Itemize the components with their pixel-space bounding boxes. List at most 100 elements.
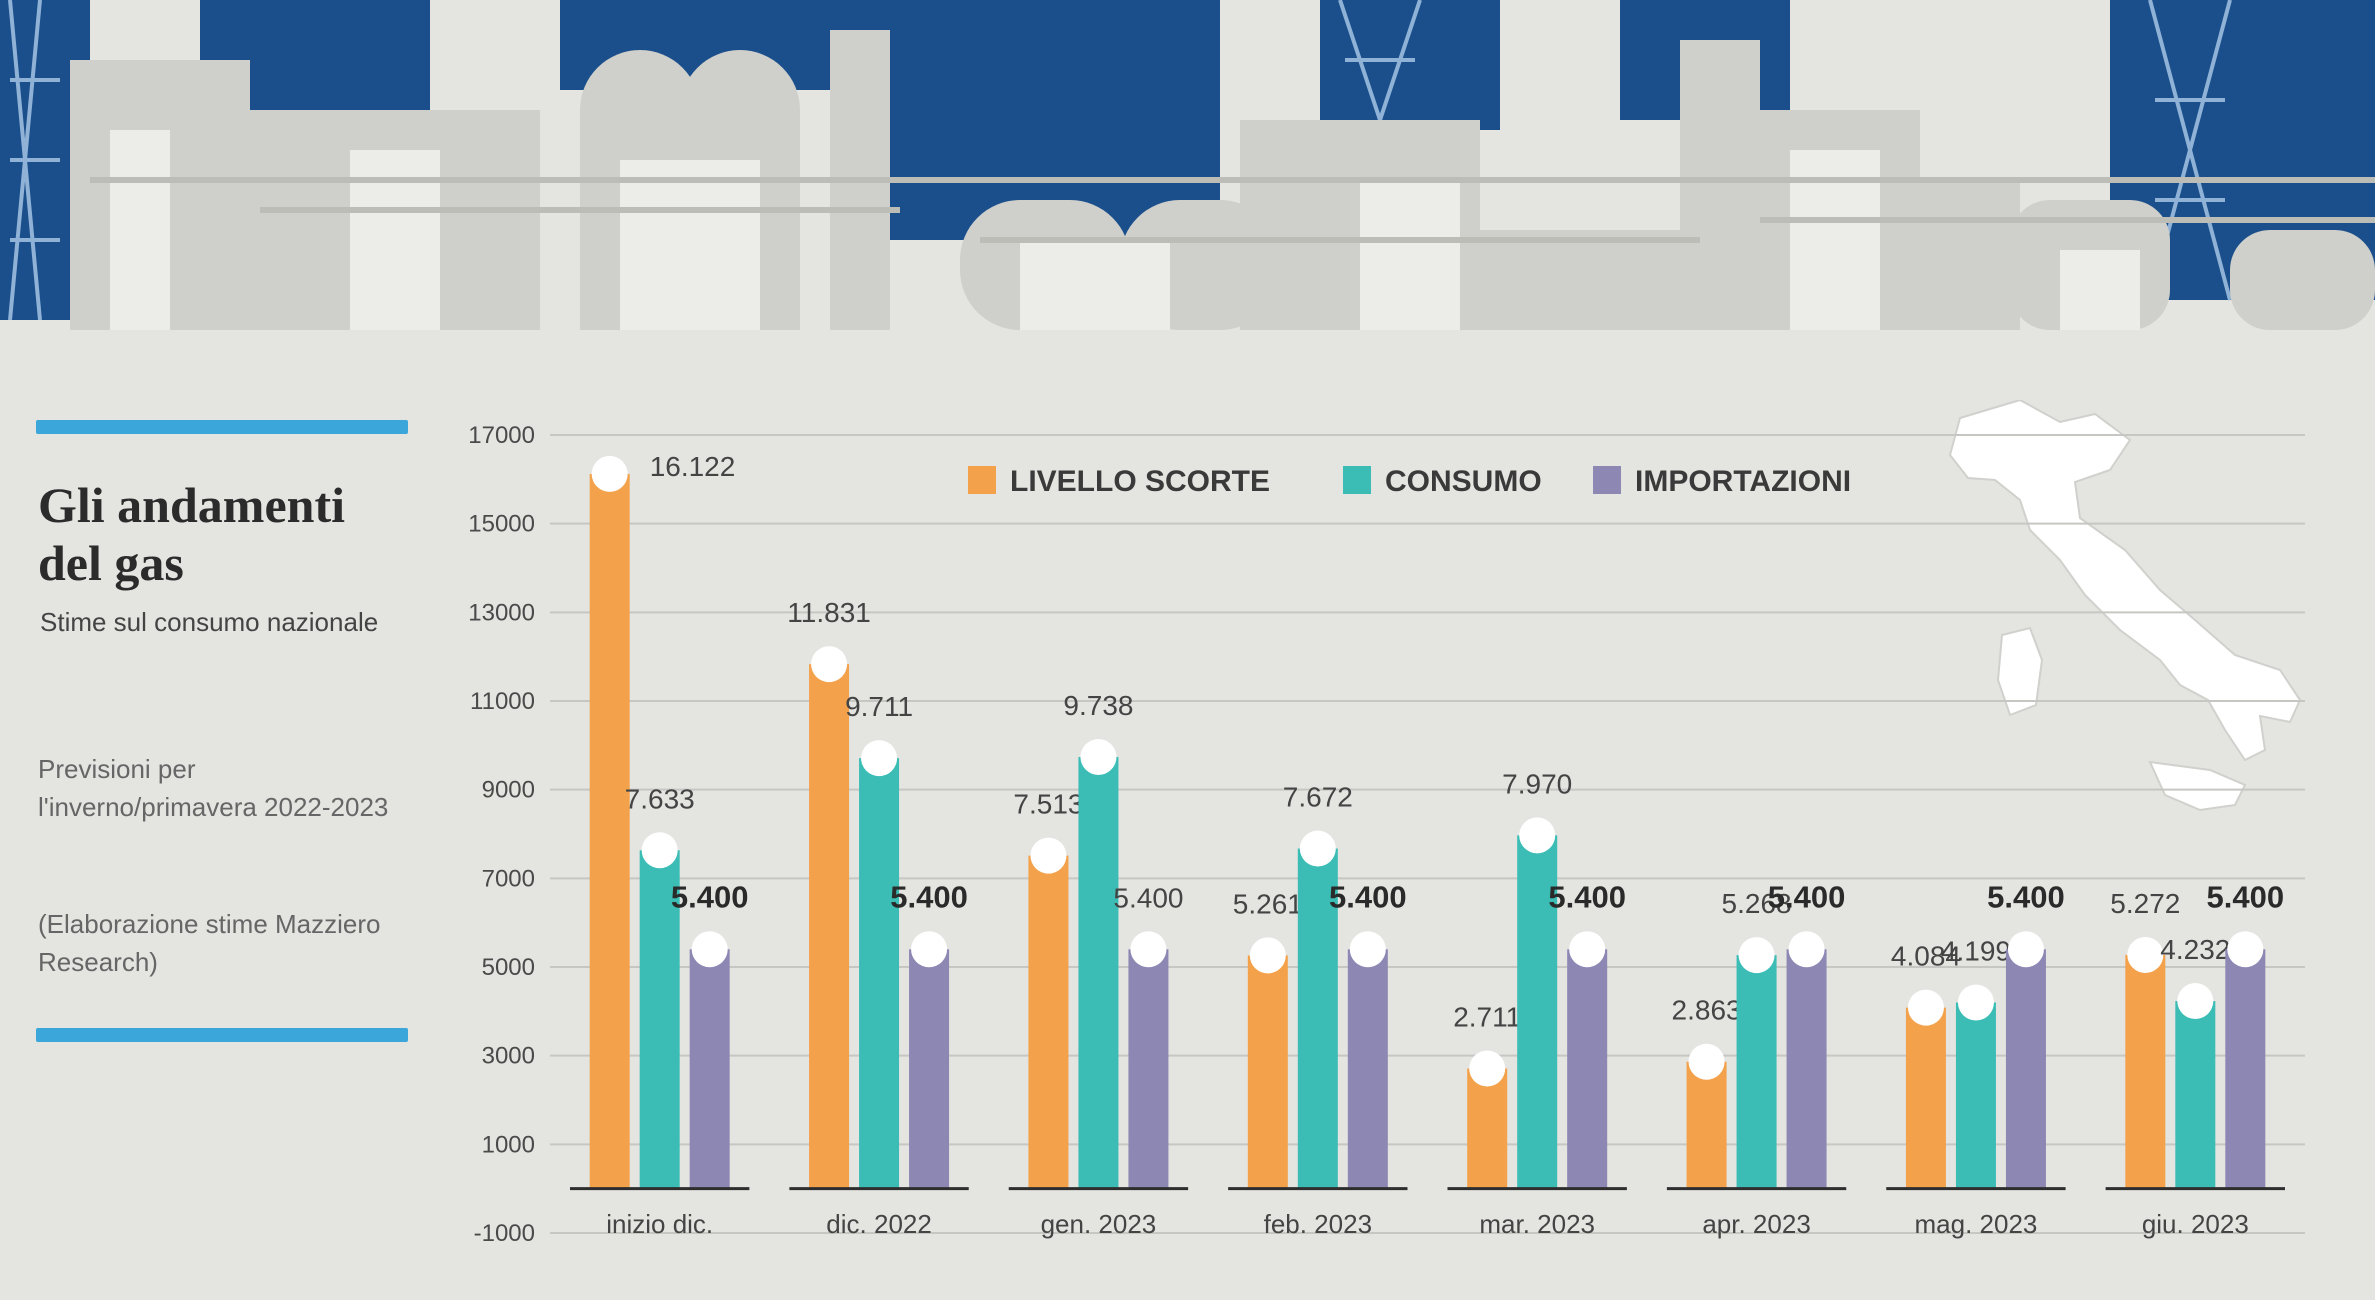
legend-item: CONSUMO bbox=[1343, 465, 1542, 498]
bar-cap-marker bbox=[1788, 931, 1825, 968]
value-label: 7.970 bbox=[1502, 768, 1572, 799]
bars: 16.122 7.633 5.400 11.831 9.711 5.400 7.513 9.7… bbox=[589, 451, 2284, 1189]
value-label: 2.863 bbox=[1672, 995, 1742, 1026]
forecast-note: Previsioni per l'inverno/primavera 2022-… bbox=[38, 754, 389, 822]
bar-livello-scorte bbox=[1028, 855, 1069, 1189]
chart-legend: LIVELLO SCORTE CONSUMO IMPORTAZIONI bbox=[968, 465, 1851, 498]
italy-map-illustration bbox=[1948, 400, 2302, 812]
bar-consumo bbox=[639, 850, 680, 1189]
bar-cap-marker bbox=[861, 740, 898, 777]
bar-importazioni bbox=[1567, 949, 1608, 1189]
source-note: (Elaborazione stime Mazziero Research) bbox=[38, 909, 381, 977]
y-tick-label: 17000 bbox=[468, 422, 535, 449]
legend-label: LIVELLO SCORTE bbox=[1010, 465, 1270, 498]
bar-cap-marker bbox=[1569, 931, 1606, 968]
legend-item: LIVELLO SCORTE bbox=[968, 465, 1270, 498]
bar-livello-scorte bbox=[1686, 1061, 1727, 1189]
value-label: 5.400 bbox=[1548, 879, 1626, 914]
bar-consumo bbox=[1297, 848, 1338, 1189]
page-title: Gli andamenti del gas bbox=[38, 477, 345, 591]
bar-cap-marker bbox=[591, 455, 628, 492]
bar-group: 16.122 7.633 5.400 bbox=[589, 451, 749, 1189]
bar-importazioni bbox=[1347, 949, 1388, 1189]
bar-cap-marker bbox=[1030, 837, 1067, 874]
bar-importazioni bbox=[909, 949, 950, 1189]
bar-cap-marker bbox=[1299, 830, 1336, 867]
value-label: 4.084 bbox=[1891, 941, 1961, 972]
bar-livello-scorte bbox=[809, 664, 850, 1189]
value-label: 7.633 bbox=[625, 783, 695, 814]
y-tick-label: 3000 bbox=[482, 1043, 535, 1070]
x-tick-label: apr. 2023 bbox=[1702, 1209, 1810, 1239]
info-panel: Gli andamenti del gas Stime sul consumo … bbox=[0, 400, 420, 1060]
bar-cap-marker bbox=[2007, 931, 2044, 968]
bar-livello-scorte bbox=[1905, 1007, 1946, 1189]
page-subtitle: Stime sul consumo nazionale bbox=[40, 607, 379, 637]
x-axis: inizio dic. dic. 2022 gen. 2023 feb. 2023 ma… bbox=[570, 1187, 2285, 1239]
legend-label: CONSUMO bbox=[1385, 465, 1542, 498]
bar-cap-marker bbox=[1907, 989, 1944, 1026]
value-label: 5.268 bbox=[1722, 888, 1792, 919]
legend-swatch bbox=[1343, 466, 1371, 494]
bar-cap-marker bbox=[2227, 931, 2264, 968]
bar-cap-marker bbox=[1130, 931, 1167, 968]
value-label: 5.400 bbox=[1987, 879, 2065, 914]
x-tick-label: mag. 2023 bbox=[1915, 1209, 2038, 1239]
bar-consumo bbox=[1517, 835, 1558, 1189]
bar-cap-marker bbox=[1469, 1050, 1506, 1087]
bar-consumo bbox=[1736, 955, 1777, 1189]
y-tick-label: 11000 bbox=[470, 688, 535, 715]
bar-group: 5.261 7.672 5.400 bbox=[1233, 782, 1407, 1189]
bar-importazioni bbox=[2225, 949, 2266, 1189]
bar-livello-scorte bbox=[2125, 954, 2166, 1189]
bar-importazioni bbox=[689, 949, 730, 1189]
bar-cap-marker bbox=[1080, 738, 1117, 775]
legend-item: IMPORTAZIONI bbox=[1593, 465, 1851, 498]
legend-swatch bbox=[1593, 466, 1621, 494]
value-label: 5.400 bbox=[1329, 879, 1407, 914]
value-label: 5.400 bbox=[890, 879, 968, 914]
bar-cap-marker bbox=[911, 931, 948, 968]
gas-bar-chart: -1000 1000 3000 5000 7000 9000 11000 13000 15000… bbox=[468, 400, 2305, 1247]
value-label: 7.672 bbox=[1283, 782, 1353, 813]
x-tick-label: gen. 2023 bbox=[1041, 1209, 1157, 1239]
y-axis: -1000 1000 3000 5000 7000 9000 11000 13000 15000… bbox=[468, 422, 535, 1247]
bar-cap-marker bbox=[1738, 937, 1775, 974]
value-label: 5.272 bbox=[2110, 888, 2180, 919]
bar-consumo bbox=[859, 758, 900, 1189]
value-label: 4.232 bbox=[2160, 934, 2230, 965]
value-label: 16.122 bbox=[650, 451, 736, 482]
bar-cap-marker bbox=[1249, 937, 1286, 974]
y-tick-label: 7000 bbox=[482, 865, 535, 892]
bar-group: 11.831 9.711 5.400 bbox=[787, 597, 968, 1189]
bar-group: 2.711 7.970 5.400 bbox=[1453, 768, 1626, 1189]
value-label: 5.400 bbox=[1768, 879, 1846, 914]
x-tick-label: giu. 2023 bbox=[2142, 1209, 2249, 1239]
bar-importazioni bbox=[1786, 949, 1827, 1189]
y-tick-label: 1000 bbox=[482, 1131, 535, 1158]
bar-livello-scorte bbox=[1467, 1068, 1508, 1189]
bar-cap-marker bbox=[811, 646, 848, 683]
accent-rule-top bbox=[36, 420, 408, 434]
value-label: 5.261 bbox=[1233, 888, 1303, 919]
legend-swatch bbox=[968, 466, 996, 494]
bar-consumo bbox=[2175, 1001, 2216, 1189]
x-tick-label: mar. 2023 bbox=[1479, 1209, 1595, 1239]
value-label: 5.400 bbox=[671, 879, 749, 914]
legend-label: IMPORTAZIONI bbox=[1635, 465, 1851, 498]
bar-cap-marker bbox=[1688, 1043, 1725, 1080]
bar-cap-marker bbox=[691, 931, 728, 968]
y-tick-label: 15000 bbox=[468, 511, 535, 538]
bar-cap-marker bbox=[1519, 817, 1556, 854]
bar-cap-marker bbox=[2127, 936, 2164, 973]
bar-livello-scorte bbox=[589, 473, 630, 1189]
bar-cap-marker bbox=[1957, 984, 1994, 1021]
x-tick-label: feb. 2023 bbox=[1264, 1209, 1372, 1239]
x-tick-label: inizio dic. bbox=[606, 1209, 713, 1239]
value-label: 4.199 bbox=[1941, 936, 2011, 967]
industrial-skyline-illustration bbox=[0, 0, 2375, 330]
bar-cap-marker bbox=[1349, 931, 1386, 968]
bar-cap-marker bbox=[2177, 983, 2214, 1020]
bar-consumo bbox=[1955, 1002, 1996, 1189]
value-label: 5.400 bbox=[1113, 882, 1183, 913]
